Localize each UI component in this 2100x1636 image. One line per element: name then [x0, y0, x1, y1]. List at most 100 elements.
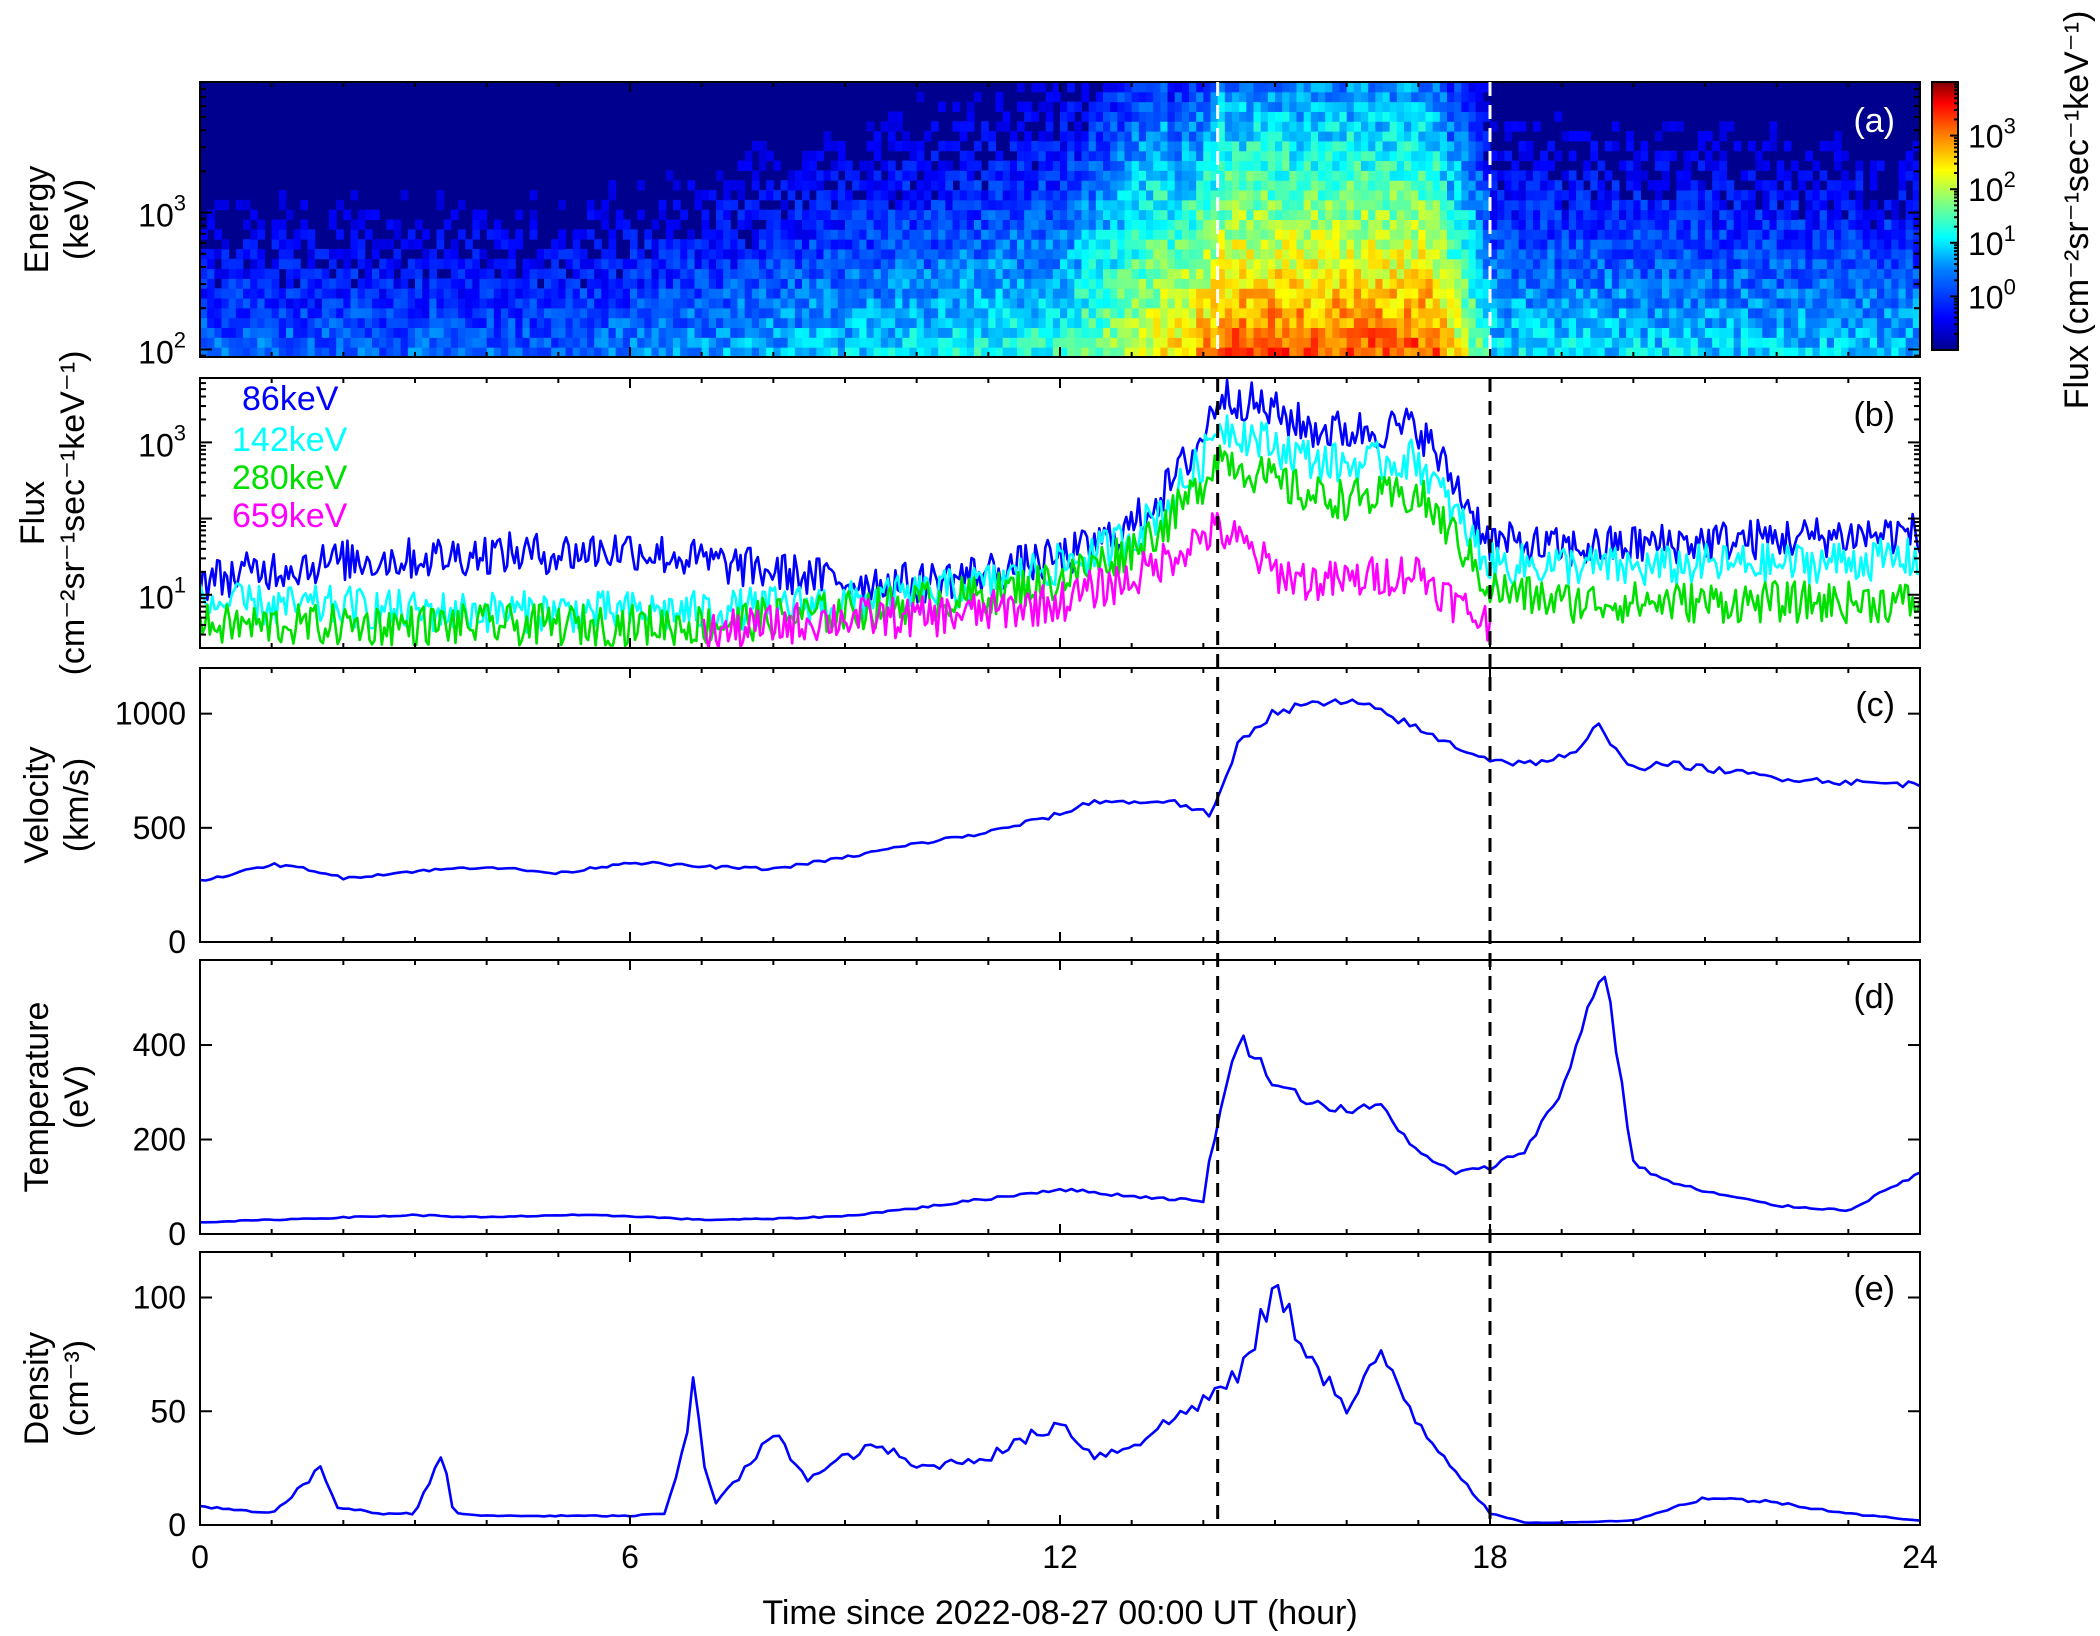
heatmap-cell — [422, 278, 430, 289]
heatmap-cell — [1690, 219, 1699, 230]
heatmap-cell — [243, 239, 251, 250]
heatmap-cell — [1361, 229, 1369, 240]
heatmap-cell — [1705, 327, 1713, 338]
heatmap-cell — [1081, 199, 1090, 211]
heatmap-cell — [1755, 239, 1763, 250]
heatmap-cell — [895, 209, 903, 220]
heatmap-cell — [379, 268, 387, 279]
heatmap-cell — [1404, 91, 1412, 103]
heatmap-cell — [393, 219, 402, 230]
heatmap-cell — [250, 209, 258, 220]
heatmap-cell — [809, 278, 817, 289]
heatmap-cell — [1425, 101, 1434, 112]
heatmap-cell — [1432, 307, 1441, 319]
heatmap-cell — [1353, 209, 1362, 220]
heatmap-cell — [837, 209, 846, 220]
heatmap-cell — [873, 229, 882, 240]
heatmap-cell — [601, 288, 609, 299]
heatmap-cell — [1117, 180, 1125, 191]
heatmap-cell — [802, 278, 810, 289]
heatmap-cell — [1131, 219, 1140, 230]
heatmap-cell — [1146, 317, 1154, 329]
heatmap-cell — [959, 239, 968, 250]
heatmap-cell — [945, 317, 953, 329]
heatmap-cell — [257, 288, 265, 299]
heatmap-cell — [1117, 190, 1125, 201]
heatmap-cell — [952, 278, 961, 289]
heatmap-cell — [680, 248, 688, 260]
heatmap-cell — [845, 219, 853, 230]
heatmap-cell — [1375, 288, 1383, 299]
heatmap-cell — [852, 170, 860, 181]
heatmap-cell — [329, 278, 337, 289]
heatmap-cell — [1791, 337, 1799, 348]
heatmap-cell — [1095, 91, 1104, 103]
heatmap-cell — [1275, 288, 1283, 299]
heatmap-cell — [1031, 239, 1039, 250]
heatmap-cell — [1654, 288, 1663, 299]
heatmap-cell — [1432, 209, 1441, 220]
heatmap-cell — [1045, 337, 1054, 348]
heatmap-cell — [529, 209, 538, 220]
heatmap-cell — [1282, 150, 1290, 162]
heatmap-cell — [909, 199, 918, 211]
heatmap-cell — [1683, 317, 1692, 329]
heatmap-cell — [888, 219, 896, 230]
heatmap-cell — [615, 288, 624, 299]
heatmap-cell — [1468, 190, 1477, 201]
heatmap-cell — [1568, 248, 1577, 260]
heatmap-cell — [1597, 278, 1606, 289]
heatmap-cell — [1490, 219, 1498, 230]
heatmap-cell — [207, 337, 215, 348]
heatmap-cell — [787, 307, 796, 319]
heatmap-cell — [1353, 150, 1362, 162]
heatmap-cell — [1676, 337, 1684, 348]
series-line — [199, 698, 1921, 882]
heatmap-cell — [622, 327, 631, 338]
heatmap-cell — [1024, 307, 1032, 319]
heatmap-cell — [1160, 199, 1168, 211]
heatmap-cell — [1461, 288, 1469, 299]
heatmap-cell — [880, 209, 889, 220]
heatmap-cell — [1296, 121, 1305, 132]
heatmap-cell — [1031, 111, 1039, 122]
heatmap-cell — [1217, 347, 1226, 357]
heatmap-cell — [1339, 82, 1348, 93]
heatmap-cell — [357, 317, 366, 329]
heatmap-cell — [1203, 219, 1211, 230]
heatmap-cell — [228, 278, 237, 289]
heatmap-cell — [1396, 288, 1405, 299]
heatmap-cell — [422, 347, 430, 357]
heatmap-cell — [1504, 248, 1512, 260]
heatmap-cell — [1411, 111, 1419, 122]
heatmap-cell — [493, 347, 502, 357]
heatmap-cell — [1518, 190, 1527, 201]
heatmap-cell — [1396, 337, 1405, 348]
heatmap-cell — [1547, 337, 1555, 348]
heatmap-cell — [1275, 160, 1283, 171]
heatmap-cell — [1740, 317, 1749, 329]
heatmap-cell — [1002, 199, 1011, 211]
heatmap-cell — [1060, 248, 1068, 260]
heatmap-cell — [1196, 307, 1204, 319]
heatmap-cell — [1705, 150, 1713, 162]
heatmap-cell — [529, 327, 538, 338]
heatmap-cell — [1425, 347, 1434, 357]
heatmap-cell — [759, 347, 767, 357]
heatmap-cell — [730, 199, 738, 211]
heatmap-cell — [1217, 219, 1226, 230]
heatmap-cell — [644, 337, 652, 348]
heatmap-cell — [1167, 199, 1176, 211]
heatmap-cell — [1705, 307, 1713, 319]
heatmap-cell — [1396, 180, 1405, 191]
heatmap-cell — [1382, 190, 1391, 201]
heatmap-cell — [938, 101, 946, 112]
heatmap-cell — [945, 219, 953, 230]
heatmap-cell — [1676, 317, 1684, 329]
heatmap-cell — [622, 307, 631, 319]
heatmap-cell — [1146, 140, 1154, 152]
heatmap-cell — [1454, 347, 1462, 357]
heatmap-cell — [1303, 229, 1312, 240]
heatmap-cell — [1260, 327, 1269, 338]
heatmap-cell — [271, 288, 280, 299]
